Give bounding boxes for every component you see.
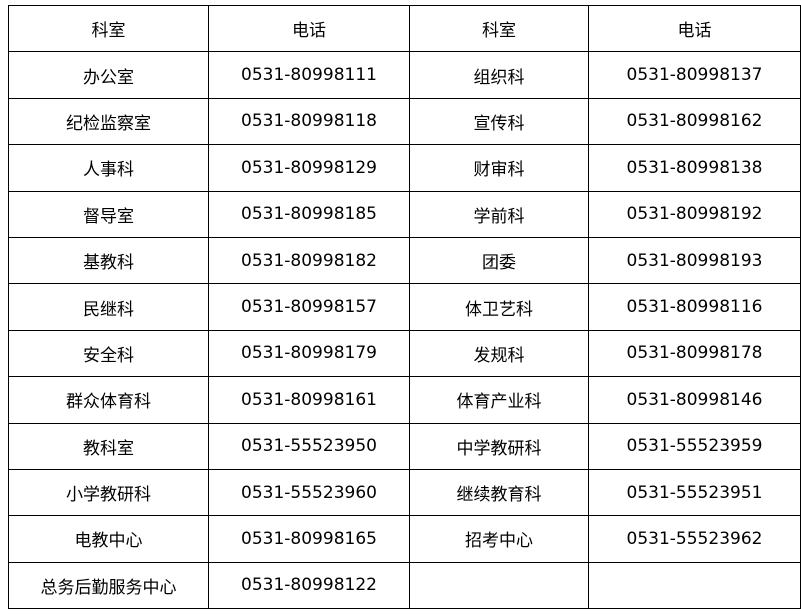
phone-cell: 0531-55523959 (588, 422, 801, 470)
department-phone-table: 科室 电话 科室 电话 办公室 0531-80998111 组织科 0531-8099… (8, 4, 801, 610)
phone-cell: 0531-55523960 (208, 468, 410, 517)
header-department: 科室 (409, 4, 589, 53)
department-cell: 纪检监察室 (8, 97, 209, 146)
department-cell: 招考中心 (409, 515, 589, 563)
table-row: 基教科 0531-80998182 团委 0531-80998193 (8, 236, 801, 285)
phone-cell: 0531-80998165 (208, 515, 410, 563)
header-row: 科室 电话 科室 电话 (8, 4, 801, 53)
department-cell: 继续教育科 (409, 468, 589, 517)
header-phone: 电话 (208, 4, 410, 53)
department-cell: 群众体育科 (8, 376, 209, 424)
phone-cell: 0531-80998118 (208, 97, 410, 146)
department-cell: 学前科 (409, 190, 589, 238)
department-cell: 电教中心 (8, 515, 209, 563)
phone-cell: 0531-80998178 (588, 329, 801, 378)
table-row: 教科室 0531-55523950 中学教研科 0531-55523959 (8, 422, 801, 470)
table-row: 人事科 0531-80998129 财审科 0531-80998138 (8, 144, 801, 192)
department-cell: 总务后勤服务中心 (8, 561, 209, 610)
department-cell: 组织科 (409, 51, 589, 99)
phone-cell: 0531-80998162 (588, 97, 801, 146)
phone-cell: 0531-80998193 (588, 236, 801, 285)
department-cell (409, 561, 589, 610)
phone-cell: 0531-80998122 (208, 561, 410, 610)
phone-cell: 0531-55523950 (208, 422, 410, 470)
department-cell: 宣传科 (409, 97, 589, 146)
phone-cell: 0531-80998116 (588, 283, 801, 331)
phone-cell: 0531-55523962 (588, 515, 801, 563)
department-cell: 安全科 (8, 329, 209, 378)
department-cell: 体育产业科 (409, 376, 589, 424)
table-row: 电教中心 0531-80998165 招考中心 0531-55523962 (8, 515, 801, 563)
table-row: 民继科 0531-80998157 体卫艺科 0531-80998116 (8, 283, 801, 331)
phone-cell: 0531-80998138 (588, 144, 801, 192)
table-row: 督导室 0531-80998185 学前科 0531-80998192 (8, 190, 801, 238)
department-cell: 中学教研科 (409, 422, 589, 470)
header-department: 科室 (8, 4, 209, 53)
department-cell: 团委 (409, 236, 589, 285)
table-row: 安全科 0531-80998179 发规科 0531-80998178 (8, 329, 801, 378)
table-row: 纪检监察室 0531-80998118 宣传科 0531-80998162 (8, 97, 801, 146)
phone-cell: 0531-80998146 (588, 376, 801, 424)
header-phone: 电话 (588, 4, 801, 53)
phone-cell: 0531-80998179 (208, 329, 410, 378)
table-row: 总务后勤服务中心 0531-80998122 (8, 561, 801, 610)
department-cell: 督导室 (8, 190, 209, 238)
phone-cell (588, 561, 801, 610)
table-row: 小学教研科 0531-55523960 继续教育科 0531-55523951 (8, 468, 801, 517)
department-cell: 小学教研科 (8, 468, 209, 517)
phone-cell: 0531-55523951 (588, 468, 801, 517)
department-cell: 人事科 (8, 144, 209, 192)
phone-cell: 0531-80998137 (588, 51, 801, 99)
table-row: 群众体育科 0531-80998161 体育产业科 0531-80998146 (8, 376, 801, 424)
table-row: 办公室 0531-80998111 组织科 0531-80998137 (8, 51, 801, 99)
phone-cell: 0531-80998192 (588, 190, 801, 238)
phone-cell: 0531-80998161 (208, 376, 410, 424)
department-cell: 教科室 (8, 422, 209, 470)
department-cell: 民继科 (8, 283, 209, 331)
department-cell: 办公室 (8, 51, 209, 99)
phone-cell: 0531-80998157 (208, 283, 410, 331)
department-cell: 基教科 (8, 236, 209, 285)
phone-cell: 0531-80998185 (208, 190, 410, 238)
department-cell: 财审科 (409, 144, 589, 192)
phone-cell: 0531-80998182 (208, 236, 410, 285)
department-cell: 体卫艺科 (409, 283, 589, 331)
phone-cell: 0531-80998129 (208, 144, 410, 192)
department-cell: 发规科 (409, 329, 589, 378)
phone-cell: 0531-80998111 (208, 51, 410, 99)
